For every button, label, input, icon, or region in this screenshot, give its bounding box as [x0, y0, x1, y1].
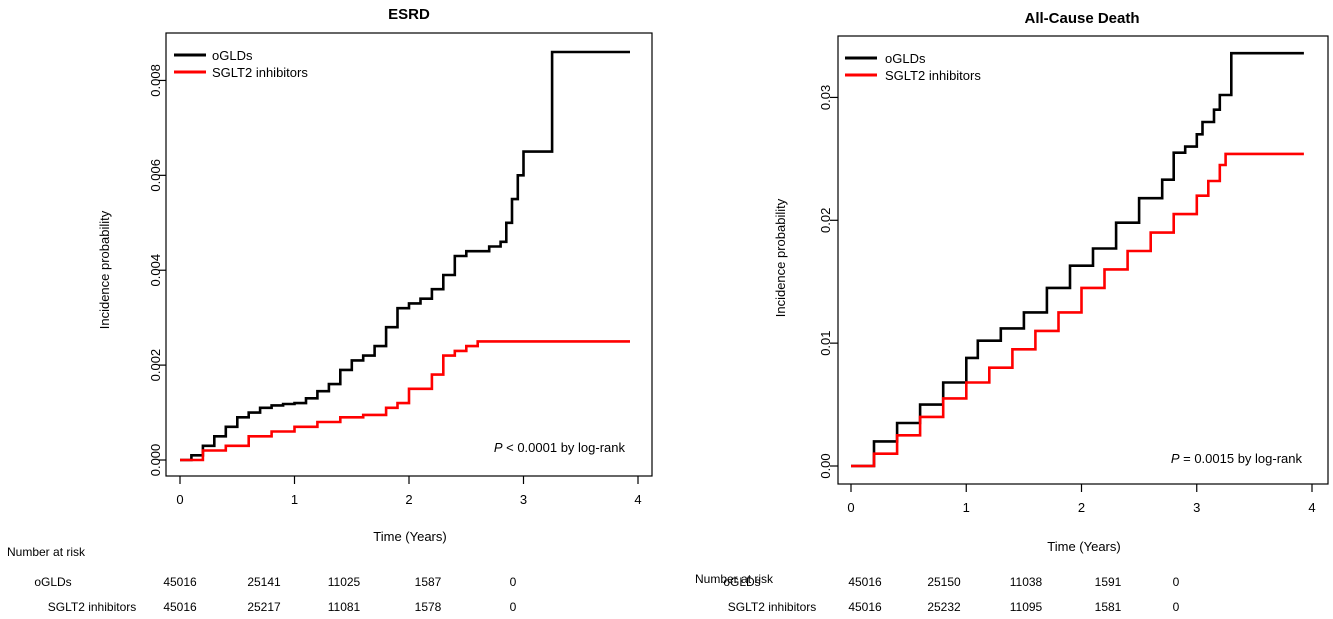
- x-tick-label: 4: [634, 492, 641, 507]
- legend-label-sglt2: SGLT2 inhibitors: [885, 68, 981, 83]
- risk-value: 25141: [247, 575, 281, 589]
- risk-value: 1578: [415, 600, 442, 614]
- panel-esrd: ESRD 0.000 0.002 0.004 0.006 0.008 0 1 2 3 4 Inc…: [7, 6, 653, 614]
- y-tick-label: 0.01: [818, 330, 833, 355]
- series-lines: [851, 51, 1304, 468]
- pvalue-text: = 0.0015 by log-rank: [1180, 451, 1303, 466]
- y-axis-label: Incidence probability: [773, 198, 788, 317]
- y-axis-label: Incidence probability: [97, 210, 112, 329]
- y-tick-label: 0.006: [148, 159, 163, 192]
- risk-table-header: Number at risk: [7, 545, 86, 559]
- risk-value: 0: [1173, 575, 1180, 589]
- risk-value: 1581: [1095, 600, 1122, 614]
- risk-table: Number at risk oGLDs SGLT2 inhibitors 45…: [695, 572, 1180, 614]
- series-lines: [180, 50, 630, 462]
- pvalue-text: < 0.0001 by log-rank: [503, 440, 626, 455]
- y-tick-label: 0.004: [148, 254, 163, 287]
- x-axis-label: Time (Years): [1047, 539, 1120, 554]
- risk-value: 11025: [328, 575, 361, 589]
- panel-all-cause-death: All-Cause Death 0.00 0.01 0.02 0.03 0 1 2 3 4 I…: [695, 10, 1329, 614]
- pvalue-symbol: P: [494, 440, 503, 455]
- legend-label-oglds: oGLDs: [212, 48, 253, 63]
- risk-value: 45016: [163, 600, 197, 614]
- risk-value: 45016: [848, 600, 882, 614]
- y-tick-label: 0.008: [148, 64, 163, 97]
- x-tick-label: 1: [963, 500, 970, 515]
- x-axis: 0 1 2 3 4: [847, 484, 1316, 515]
- risk-value: 1591: [1095, 575, 1122, 589]
- risk-row-label-sglt2: SGLT2 inhibitors: [728, 600, 816, 614]
- series-line-oglds: [180, 50, 630, 462]
- y-tick-label: 0.002: [148, 349, 163, 382]
- risk-value: 0: [510, 575, 517, 589]
- pvalue-annotation: P = 0.0015 by log-rank: [1171, 451, 1303, 466]
- risk-row-label-sglt2: SGLT2 inhibitors: [48, 600, 136, 614]
- x-tick-label: 2: [1078, 500, 1085, 515]
- risk-value: 0: [510, 600, 517, 614]
- x-tick-label: 2: [405, 492, 412, 507]
- risk-value: 11081: [328, 600, 361, 614]
- legend: oGLDs SGLT2 inhibitors: [174, 48, 308, 80]
- risk-value: 25217: [247, 600, 281, 614]
- y-axis: 0.00 0.01 0.02 0.03: [818, 85, 838, 479]
- panel-title: All-Cause Death: [1024, 10, 1139, 27]
- legend: oGLDs SGLT2 inhibitors: [845, 51, 981, 83]
- risk-row-label-oglds: oGLDs: [34, 575, 71, 589]
- risk-value: 45016: [163, 575, 197, 589]
- y-tick-label: 0.00: [818, 453, 833, 478]
- risk-value: 25150: [927, 575, 961, 589]
- series-line-sglt2-inhibitors: [851, 152, 1304, 468]
- plot-frame: [165, 32, 653, 477]
- x-tick-label: 0: [176, 492, 183, 507]
- plot-frame: [837, 35, 1329, 485]
- risk-values: 45016 25150 11038 1591 0 45016 25232 11095 1581 0: [848, 575, 1179, 614]
- risk-value: 1587: [415, 575, 442, 589]
- pvalue-annotation: P < 0.0001 by log-rank: [494, 440, 626, 455]
- x-tick-label: 0: [847, 500, 854, 515]
- risk-table-header: Number at risk: [695, 572, 774, 586]
- risk-value: 11038: [1010, 575, 1043, 589]
- legend-label-sglt2: SGLT2 inhibitors: [212, 65, 308, 80]
- series-line-oglds: [851, 51, 1304, 468]
- panel-title: ESRD: [388, 6, 430, 23]
- x-axis: 0 1 2 3 4: [176, 476, 642, 507]
- legend-label-oglds: oGLDs: [885, 51, 926, 66]
- x-tick-label: 4: [1308, 500, 1315, 515]
- y-tick-label: 0.000: [148, 444, 163, 477]
- risk-value: 11095: [1010, 600, 1043, 614]
- y-tick-label: 0.02: [818, 208, 833, 233]
- x-tick-label: 1: [291, 492, 298, 507]
- risk-values: 45016 25141 11025 1587 0 45016 25217 11081 1578 0: [163, 575, 516, 614]
- x-tick-label: 3: [520, 492, 527, 507]
- pvalue-symbol: P: [1171, 451, 1180, 466]
- series-line-sglt2-inhibitors: [180, 340, 630, 462]
- risk-value: 45016: [848, 575, 882, 589]
- risk-table: Number at risk oGLDs SGLT2 inhibitors 45…: [7, 545, 517, 614]
- x-tick-label: 3: [1193, 500, 1200, 515]
- risk-value: 25232: [927, 600, 961, 614]
- risk-value: 0: [1173, 600, 1180, 614]
- y-tick-label: 0.03: [818, 85, 833, 110]
- y-axis: 0.000 0.002 0.004 0.006 0.008: [148, 64, 166, 476]
- x-axis-label: Time (Years): [373, 529, 446, 544]
- risk-row-label-oglds: oGLDs: [723, 575, 760, 589]
